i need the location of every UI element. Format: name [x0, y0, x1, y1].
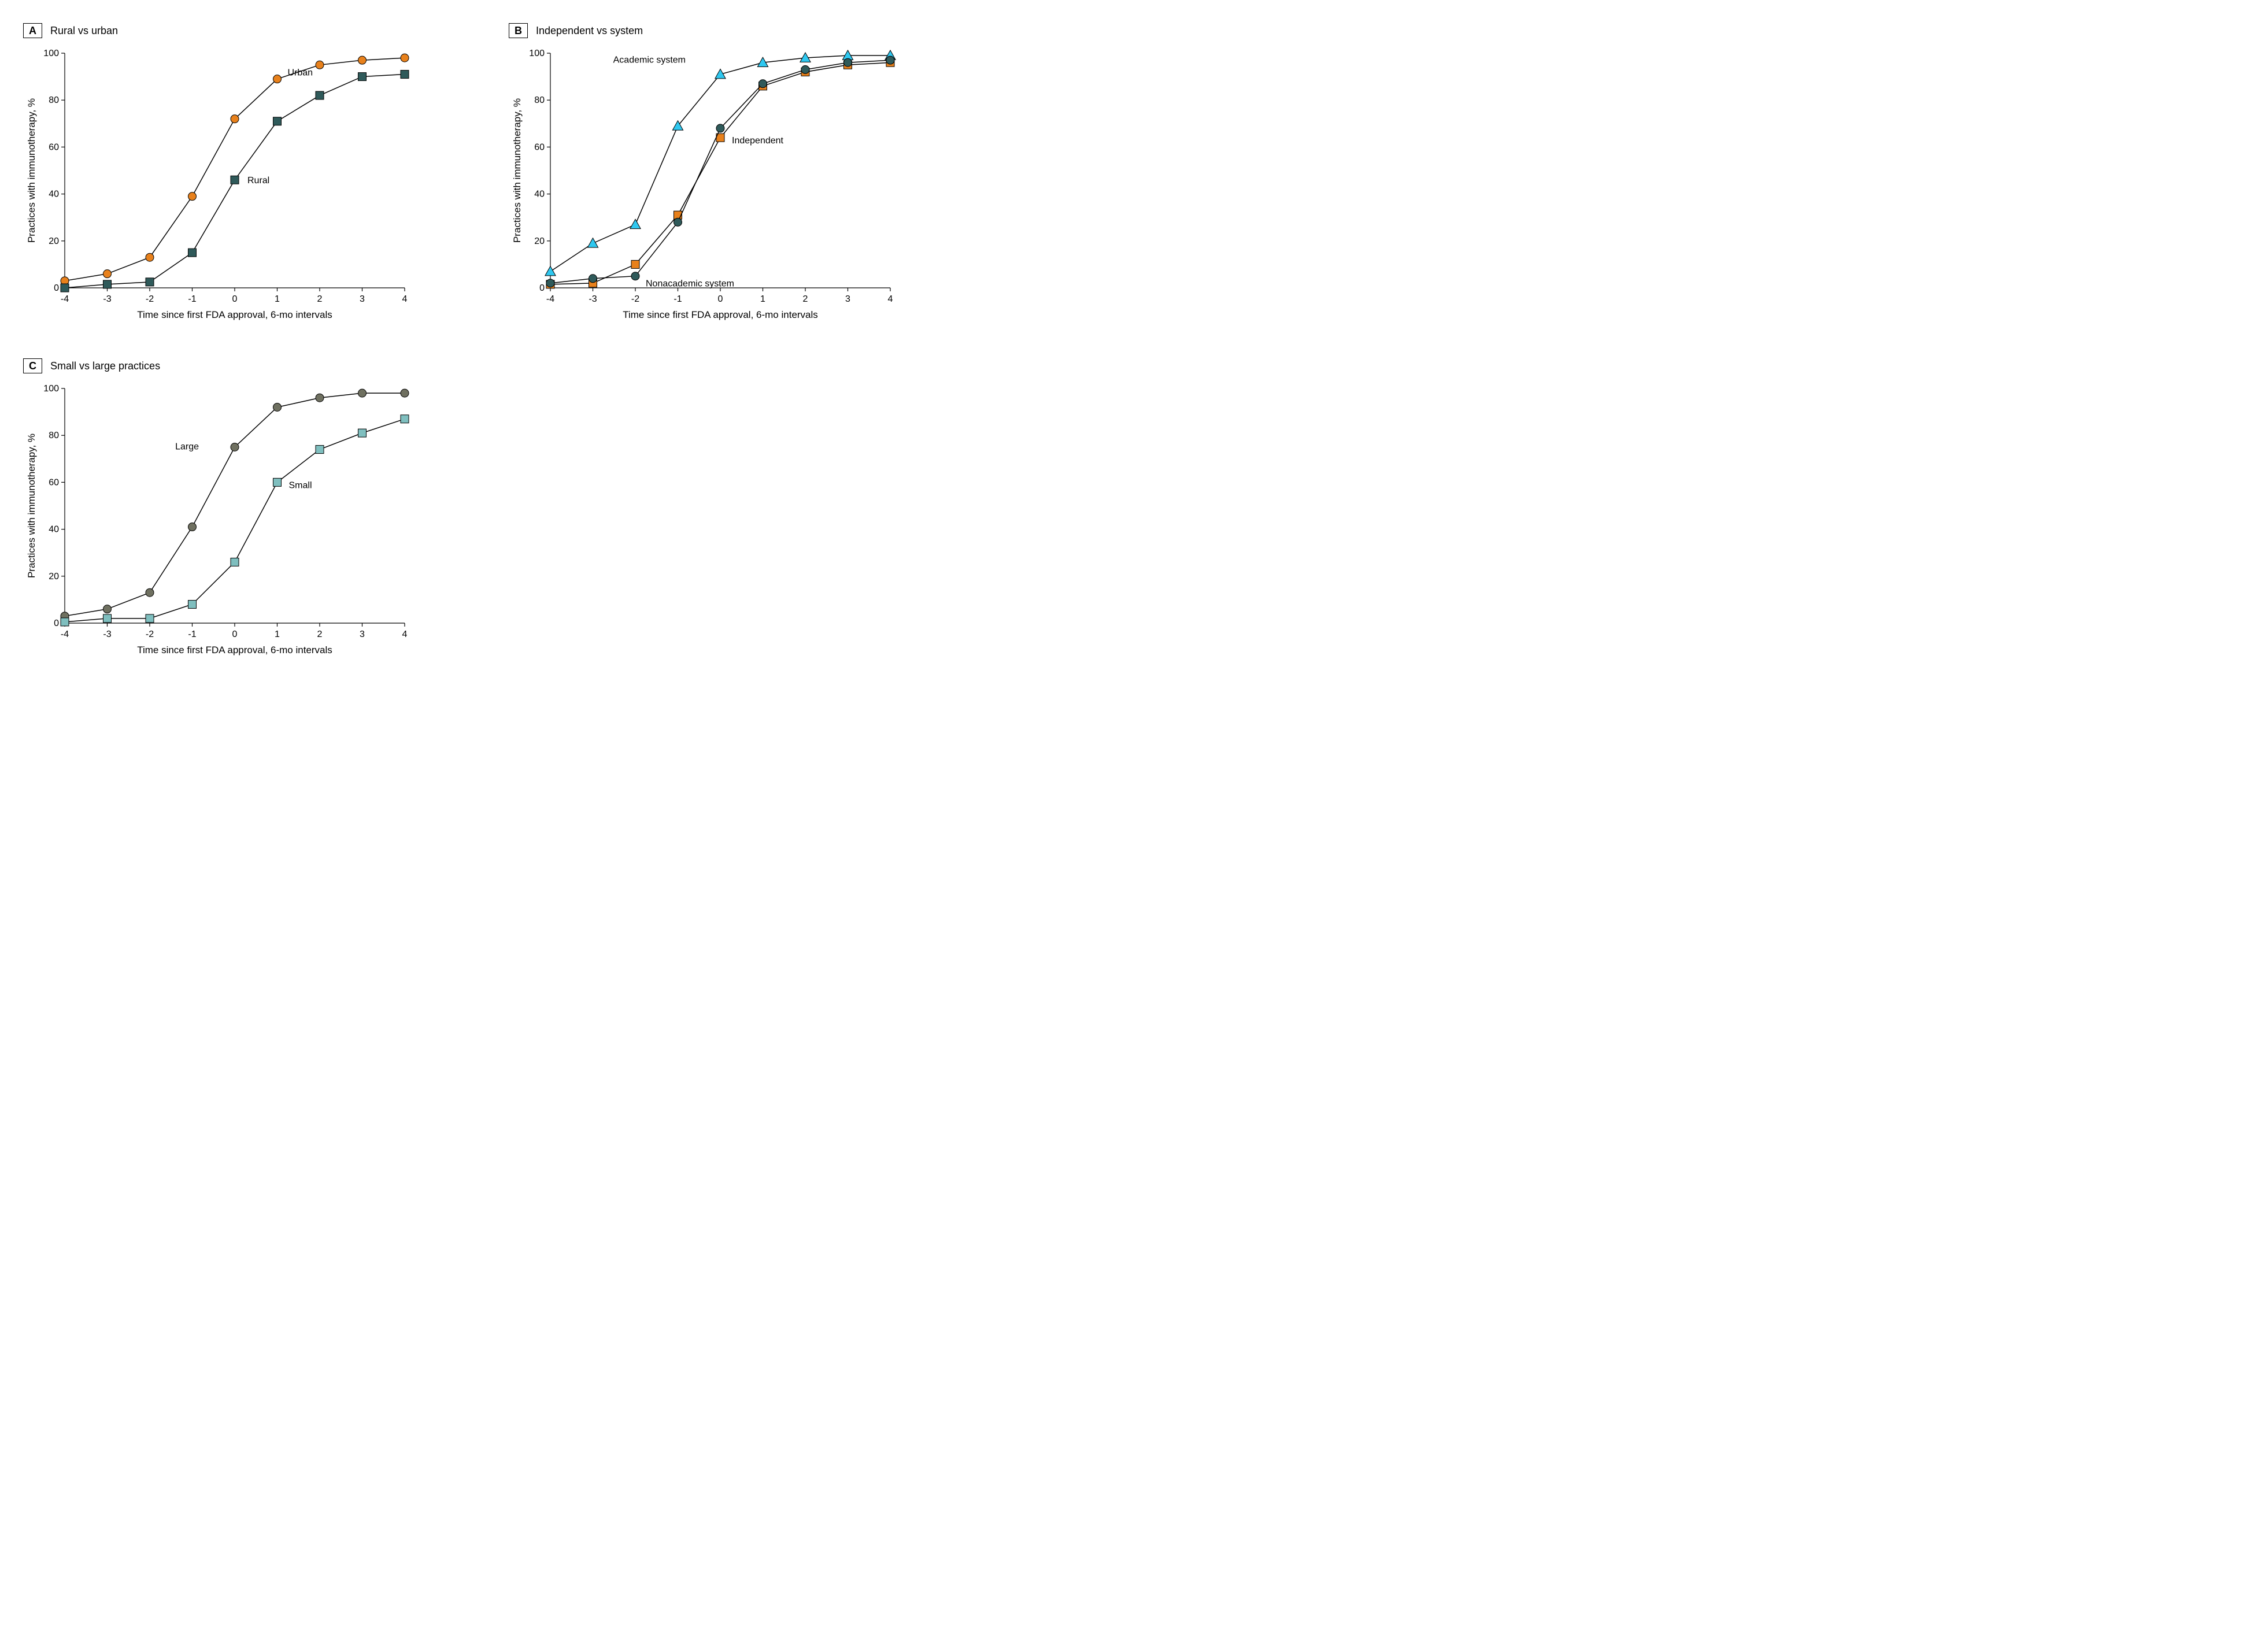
svg-text:Academic system: Academic system	[613, 55, 686, 65]
svg-text:0: 0	[539, 283, 545, 293]
svg-text:80: 80	[534, 95, 545, 105]
svg-text:0: 0	[54, 283, 59, 293]
svg-text:4: 4	[402, 294, 408, 304]
svg-text:-4: -4	[61, 294, 69, 304]
svg-text:Small: Small	[289, 480, 312, 490]
svg-text:2: 2	[317, 294, 323, 304]
svg-text:4: 4	[888, 294, 893, 304]
panel-B-chart: 0 20 40 60 80 100 -4 -3 -2 -1 0 1 2 3 4 Time since firs…	[509, 46, 902, 324]
svg-text:0: 0	[718, 294, 723, 304]
panel-B-title: Independent vs system	[536, 25, 643, 37]
svg-text:Time since first FDA approval,: Time since first FDA approval, 6-mo inte…	[137, 644, 332, 655]
svg-text:Independent: Independent	[732, 136, 784, 146]
svg-text:4: 4	[402, 629, 408, 639]
svg-text:Nonacademic system: Nonacademic system	[646, 279, 734, 289]
svg-text:Large: Large	[175, 442, 199, 452]
svg-text:-3: -3	[103, 294, 111, 304]
panel-A-letter: A	[23, 23, 42, 38]
panel-B: B Independent vs system 020406080100-4-3…	[509, 23, 948, 324]
panel-A: A Rural vs urban 0 20 40 60 80 100 -4 -3 -2 -1 0 1 2…	[23, 23, 462, 324]
svg-text:20: 20	[534, 236, 545, 246]
svg-text:1: 1	[275, 629, 280, 639]
svg-text:60: 60	[534, 142, 545, 152]
svg-text:1: 1	[760, 294, 765, 304]
svg-text:Time since first FDA approval,: Time since first FDA approval, 6-mo inte…	[623, 309, 818, 320]
panel-C: C Small vs large practices 020406080100-…	[23, 358, 462, 659]
panel-B-letter: B	[509, 23, 528, 38]
panel-A-header: A Rural vs urban	[23, 23, 462, 38]
svg-text:40: 40	[49, 190, 59, 199]
svg-text:2: 2	[803, 294, 808, 304]
svg-text:100: 100	[529, 49, 545, 58]
panel-A-chart: 0 20 40 60 80 100 -4 -3 -2 -1 0 1 2 3 4 Time since firs…	[23, 46, 416, 324]
svg-text:80: 80	[49, 95, 59, 105]
svg-text:0: 0	[232, 629, 238, 639]
svg-text:40: 40	[534, 190, 545, 199]
svg-text:40: 40	[49, 525, 59, 535]
svg-text:Time since first FDA approval,: Time since first FDA approval, 6-mo inte…	[137, 309, 332, 320]
svg-text:0: 0	[232, 294, 238, 304]
svg-text:3: 3	[845, 294, 850, 304]
panel-C-title: Small vs large practices	[50, 360, 160, 372]
svg-text:20: 20	[49, 572, 59, 581]
svg-text:-4: -4	[61, 629, 69, 639]
svg-text:-2: -2	[146, 294, 154, 304]
svg-text:1: 1	[275, 294, 280, 304]
svg-text:-2: -2	[146, 629, 154, 639]
svg-text:-3: -3	[589, 294, 597, 304]
svg-text:-2: -2	[631, 294, 639, 304]
panel-A-title: Rural vs urban	[50, 25, 118, 37]
svg-text:Practices with immunotherapy,: Practices with immunotherapy, %	[26, 98, 37, 243]
svg-text:-1: -1	[673, 294, 682, 304]
svg-text:-3: -3	[103, 629, 111, 639]
panel-C-letter: C	[23, 358, 42, 373]
svg-text:3: 3	[360, 629, 365, 639]
figure-grid: A Rural vs urban 020406080100-4-3-2-1012…	[23, 23, 948, 659]
svg-text:-1: -1	[188, 294, 196, 304]
svg-text:80: 80	[49, 431, 59, 440]
svg-text:2: 2	[317, 629, 323, 639]
svg-text:60: 60	[49, 477, 59, 487]
svg-text:Practices with immunotherapy,: Practices with immunotherapy, %	[26, 434, 37, 578]
svg-text:0: 0	[54, 618, 59, 628]
svg-text:60: 60	[49, 142, 59, 152]
svg-text:100: 100	[43, 384, 59, 394]
svg-text:3: 3	[360, 294, 365, 304]
panel-C-chart: 0 20 40 60 80 100 -4 -3 -2 -1 0 1 2 3 4 Time since firs…	[23, 381, 416, 659]
svg-text:-1: -1	[188, 629, 196, 639]
svg-text:-4: -4	[546, 294, 554, 304]
svg-text:Practices with immunotherapy,: Practices with immunotherapy, %	[512, 98, 523, 243]
svg-text:Urban: Urban	[288, 68, 313, 78]
svg-text:20: 20	[49, 236, 59, 246]
svg-text:Rural: Rural	[247, 176, 269, 186]
panel-C-header: C Small vs large practices	[23, 358, 462, 373]
panel-B-header: B Independent vs system	[509, 23, 948, 38]
svg-text:100: 100	[43, 49, 59, 58]
